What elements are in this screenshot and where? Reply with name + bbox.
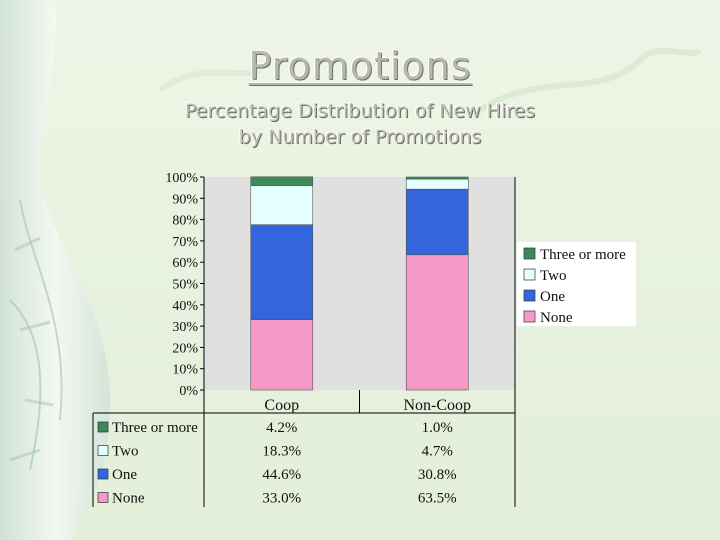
y-tick-label: 40% — [172, 299, 198, 314]
bar-segment — [250, 224, 314, 321]
y-tick-label: 90% — [172, 192, 198, 207]
table-row-swatch — [97, 492, 109, 503]
x-category-label: Coop — [264, 397, 299, 414]
legend-label: Two — [540, 268, 566, 284]
table-cell-value: 33.0% — [262, 491, 301, 507]
table-row-label: Three or more — [112, 420, 198, 436]
table-cell-value: 4.2% — [266, 420, 297, 436]
table-cell-value: 44.6% — [262, 467, 301, 483]
bar-segment — [405, 188, 469, 256]
legend-swatch — [523, 268, 536, 281]
table-row-label: One — [112, 467, 137, 483]
table-cell-value: 18.3% — [262, 444, 301, 460]
legend-label: Three or more — [540, 247, 626, 263]
legend: Three or more Two One None — [517, 242, 636, 326]
bar-segment — [250, 185, 314, 226]
y-tick-label: 100% — [165, 171, 198, 186]
bar-segment — [405, 178, 469, 190]
y-tick-label: 10% — [172, 363, 198, 378]
y-tick-label: 30% — [172, 320, 198, 335]
y-tick-label: 20% — [172, 341, 198, 356]
bar-segment — [405, 176, 469, 180]
x-category-label: Non-Coop — [403, 397, 471, 414]
bar-segment — [405, 254, 469, 391]
legend-swatch — [523, 247, 536, 260]
data-table: Three or more 4.2% 1.0% Two 18.3% 4.7% One 44.6… — [92, 177, 516, 507]
table-cell-value: 30.8% — [418, 467, 457, 483]
table-cell-value: 4.7% — [422, 444, 453, 460]
y-tick-label: 60% — [172, 256, 198, 271]
table-row-swatch — [97, 421, 109, 433]
bars: Coop Non-Coop — [250, 176, 471, 414]
table-cell-value: 63.5% — [418, 491, 457, 507]
slide-subtitle-line2: by Number of Promotions — [238, 126, 482, 148]
bar-segment — [250, 176, 314, 187]
table-row-label: Two — [112, 444, 138, 460]
table-row-swatch — [97, 445, 109, 456]
table-row-swatch — [97, 468, 109, 480]
legend-box — [517, 242, 636, 326]
slide-subtitle-line1: Percentage Distribution of New Hires — [184, 100, 536, 122]
legend-swatch — [523, 310, 536, 323]
slide-title: Promotions — [248, 44, 472, 88]
y-axis: 0% 10% 20% 30% 40% 50% 60% 70% 80% 90% 100% — [165, 171, 205, 399]
legend-swatch — [523, 289, 536, 302]
y-tick-label: 0% — [179, 384, 198, 399]
legend-label: None — [540, 310, 573, 326]
table-row-label: None — [112, 491, 145, 507]
bar-segment — [250, 319, 314, 391]
y-tick-label: 80% — [172, 214, 198, 229]
table-cell-value: 1.0% — [422, 420, 453, 436]
y-tick-label: 70% — [172, 235, 198, 250]
y-tick-label: 50% — [172, 278, 198, 293]
legend-label: One — [540, 289, 565, 305]
